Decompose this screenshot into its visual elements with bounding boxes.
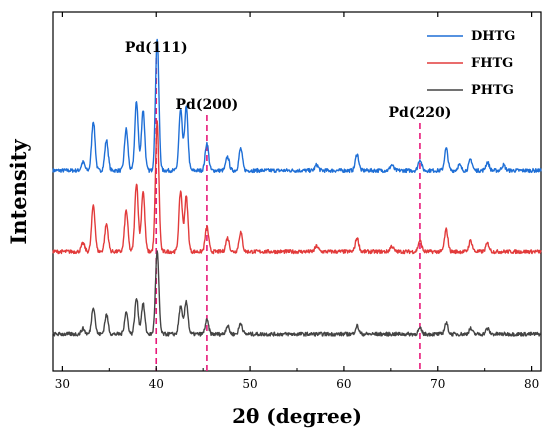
- series-line-phtg: [52, 250, 542, 337]
- series-line-dhtg: [52, 38, 542, 174]
- plot-frame: [52, 11, 542, 372]
- x-axis-ticks: 30 40 50 60 70 80: [55, 12, 539, 391]
- reference-label: Pd(200): [176, 97, 239, 113]
- x-tick-label: 40: [149, 377, 164, 391]
- series-lines: [52, 38, 542, 337]
- legend: DHTG FHTG PHTG: [427, 29, 515, 98]
- x-tick-label: 50: [242, 377, 257, 391]
- x-tick-label: 70: [430, 377, 445, 391]
- reference-label: Pd(111): [125, 40, 188, 56]
- legend-label: DHTG: [471, 29, 515, 44]
- x-tick-label: 30: [55, 377, 70, 391]
- reference-labels: Pd(111) Pd(200) Pd(220): [125, 40, 452, 121]
- x-tick-label: 80: [524, 377, 539, 391]
- y-axis-title: Intensity: [6, 139, 31, 245]
- x-tick-label: 60: [336, 377, 351, 391]
- reference-label: Pd(220): [389, 105, 452, 121]
- legend-label: FHTG: [471, 56, 513, 71]
- series-line-fhtg: [52, 120, 542, 255]
- reference-lines: [155, 58, 421, 371]
- x-axis-title: 2θ (degree): [232, 404, 362, 428]
- legend-label: PHTG: [471, 83, 514, 98]
